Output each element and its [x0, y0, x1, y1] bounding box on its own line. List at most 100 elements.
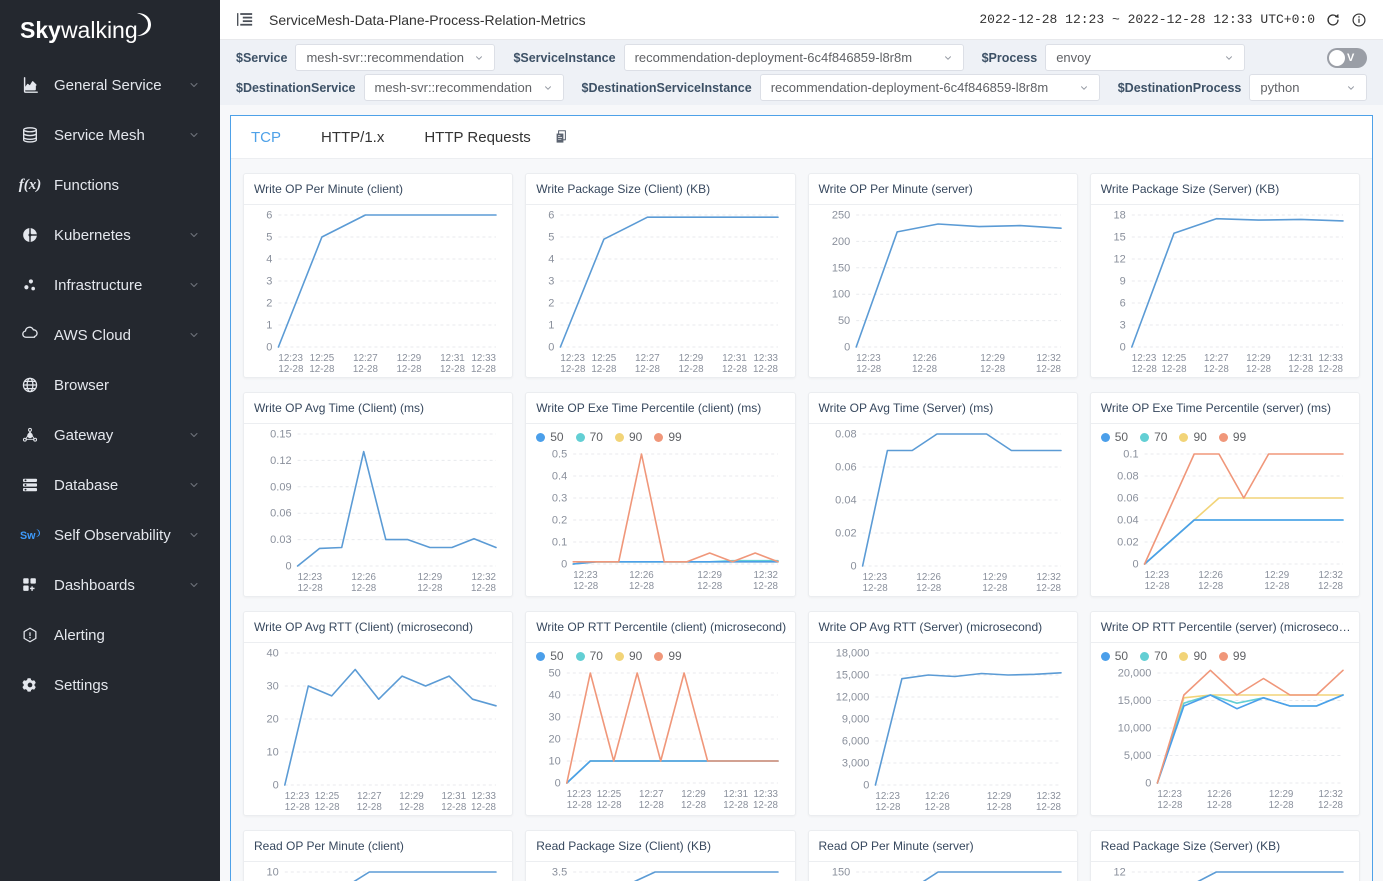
svg-text:0: 0	[863, 780, 869, 792]
svg-text:12-28: 12-28	[471, 583, 497, 594]
svg-text:0: 0	[1132, 559, 1138, 571]
svg-text:4: 4	[266, 254, 272, 266]
svg-text:0.02: 0.02	[835, 528, 856, 540]
svg-text:12:33: 12:33	[471, 791, 496, 802]
svg-text:10: 10	[549, 756, 561, 768]
svg-text:30: 30	[549, 712, 561, 724]
svg-text:12-28: 12-28	[441, 802, 467, 813]
svg-text:12-28: 12-28	[986, 802, 1012, 813]
svg-text:12-28: 12-28	[1035, 364, 1061, 375]
svg-text:0.06: 0.06	[270, 508, 291, 520]
svg-text:5: 5	[266, 232, 272, 244]
svg-text:12:29: 12:29	[399, 791, 424, 802]
svg-text:12:31: 12:31	[722, 353, 747, 364]
svg-text:40: 40	[549, 690, 561, 702]
svg-text:12:23: 12:23	[875, 791, 900, 802]
svg-text:12-28: 12-28	[1268, 800, 1294, 811]
svg-text:12:31: 12:31	[442, 791, 467, 802]
svg-text:3.5: 3.5	[552, 867, 567, 879]
svg-text:12-28: 12-28	[314, 802, 340, 813]
svg-text:20: 20	[549, 734, 561, 746]
svg-text:0: 0	[1145, 778, 1151, 790]
svg-text:12:29: 12:29	[679, 353, 704, 364]
svg-text:12-28: 12-28	[440, 364, 466, 375]
svg-text:5: 5	[549, 232, 555, 244]
svg-text:1: 1	[549, 320, 555, 332]
svg-text:10: 10	[267, 747, 279, 759]
svg-text:12-28: 12-28	[856, 364, 882, 375]
svg-text:2: 2	[549, 298, 555, 310]
svg-text:12-28: 12-28	[471, 802, 497, 813]
svg-text:12-28: 12-28	[1204, 364, 1230, 375]
svg-text:12:23: 12:23	[1144, 570, 1169, 581]
svg-text:12-28: 12-28	[1035, 583, 1061, 594]
svg-text:12-28: 12-28	[679, 364, 705, 375]
svg-text:12:29: 12:29	[982, 572, 1007, 583]
svg-text:12-28: 12-28	[353, 364, 379, 375]
svg-text:12-28: 12-28	[753, 800, 779, 811]
svg-text:0: 0	[1119, 342, 1125, 354]
svg-text:12:23: 12:23	[278, 353, 303, 364]
svg-text:40: 40	[267, 648, 279, 660]
svg-text:12-28: 12-28	[697, 581, 723, 592]
svg-text:1: 1	[266, 320, 272, 332]
svg-text:12:33: 12:33	[1318, 353, 1343, 364]
svg-text:6: 6	[549, 210, 555, 222]
svg-text:12:25: 12:25	[1161, 353, 1186, 364]
svg-text:12-28: 12-28	[753, 364, 779, 375]
svg-text:12-28: 12-28	[567, 800, 593, 811]
svg-text:12-28: 12-28	[417, 583, 443, 594]
svg-text:12-28: 12-28	[357, 802, 383, 813]
svg-text:12-28: 12-28	[309, 364, 335, 375]
svg-text:0.03: 0.03	[270, 534, 291, 546]
svg-text:12-28: 12-28	[1198, 581, 1224, 592]
svg-text:0.08: 0.08	[1117, 471, 1138, 483]
svg-text:12:26: 12:26	[1207, 789, 1232, 800]
svg-text:6: 6	[1119, 298, 1125, 310]
svg-text:12:29: 12:29	[418, 572, 443, 583]
svg-text:15,000: 15,000	[1117, 695, 1151, 707]
svg-text:12-28: 12-28	[1288, 364, 1314, 375]
svg-text:12-28: 12-28	[629, 581, 655, 592]
svg-text:0.1: 0.1	[552, 537, 567, 549]
svg-text:12:29: 12:29	[1269, 789, 1294, 800]
svg-text:0.3: 0.3	[552, 493, 567, 505]
svg-text:12:23: 12:23	[862, 572, 887, 583]
svg-text:12:23: 12:23	[561, 353, 586, 364]
svg-text:0.06: 0.06	[835, 462, 856, 474]
svg-text:100: 100	[831, 289, 849, 301]
svg-text:12-28: 12-28	[875, 802, 901, 813]
svg-text:20,000: 20,000	[1117, 668, 1151, 680]
svg-text:12-28: 12-28	[982, 583, 1008, 594]
svg-text:12-28: 12-28	[635, 364, 661, 375]
svg-text:12:26: 12:26	[351, 572, 376, 583]
svg-text:0.5: 0.5	[552, 449, 567, 461]
svg-text:12:31: 12:31	[440, 353, 465, 364]
svg-text:0: 0	[555, 778, 561, 790]
svg-text:12-28: 12-28	[1157, 800, 1183, 811]
svg-text:9: 9	[1119, 276, 1125, 288]
svg-text:12-28: 12-28	[1144, 581, 1170, 592]
svg-text:4: 4	[549, 254, 555, 266]
svg-text:5,000: 5,000	[1124, 750, 1152, 762]
svg-text:Sw: Sw	[20, 530, 36, 542]
svg-text:0: 0	[549, 342, 555, 354]
svg-text:150: 150	[831, 867, 849, 879]
svg-text:12:29: 12:29	[1264, 570, 1289, 581]
svg-text:12:25: 12:25	[592, 353, 617, 364]
svg-text:12:32: 12:32	[1036, 791, 1061, 802]
svg-text:50: 50	[837, 315, 849, 327]
svg-text:12-28: 12-28	[278, 364, 304, 375]
svg-text:12-28: 12-28	[351, 583, 377, 594]
svg-text:12:29: 12:29	[980, 353, 1005, 364]
svg-text:12-28: 12-28	[924, 802, 950, 813]
svg-text:12:25: 12:25	[310, 353, 335, 364]
svg-text:0.08: 0.08	[835, 429, 856, 441]
svg-text:12-28: 12-28	[1318, 581, 1344, 592]
svg-text:12-28: 12-28	[1246, 364, 1272, 375]
svg-text:12:31: 12:31	[1288, 353, 1313, 364]
svg-text:10,000: 10,000	[1117, 723, 1151, 735]
svg-text:0.02: 0.02	[1117, 537, 1138, 549]
svg-text:12: 12	[1113, 254, 1125, 266]
svg-text:50: 50	[549, 668, 561, 680]
